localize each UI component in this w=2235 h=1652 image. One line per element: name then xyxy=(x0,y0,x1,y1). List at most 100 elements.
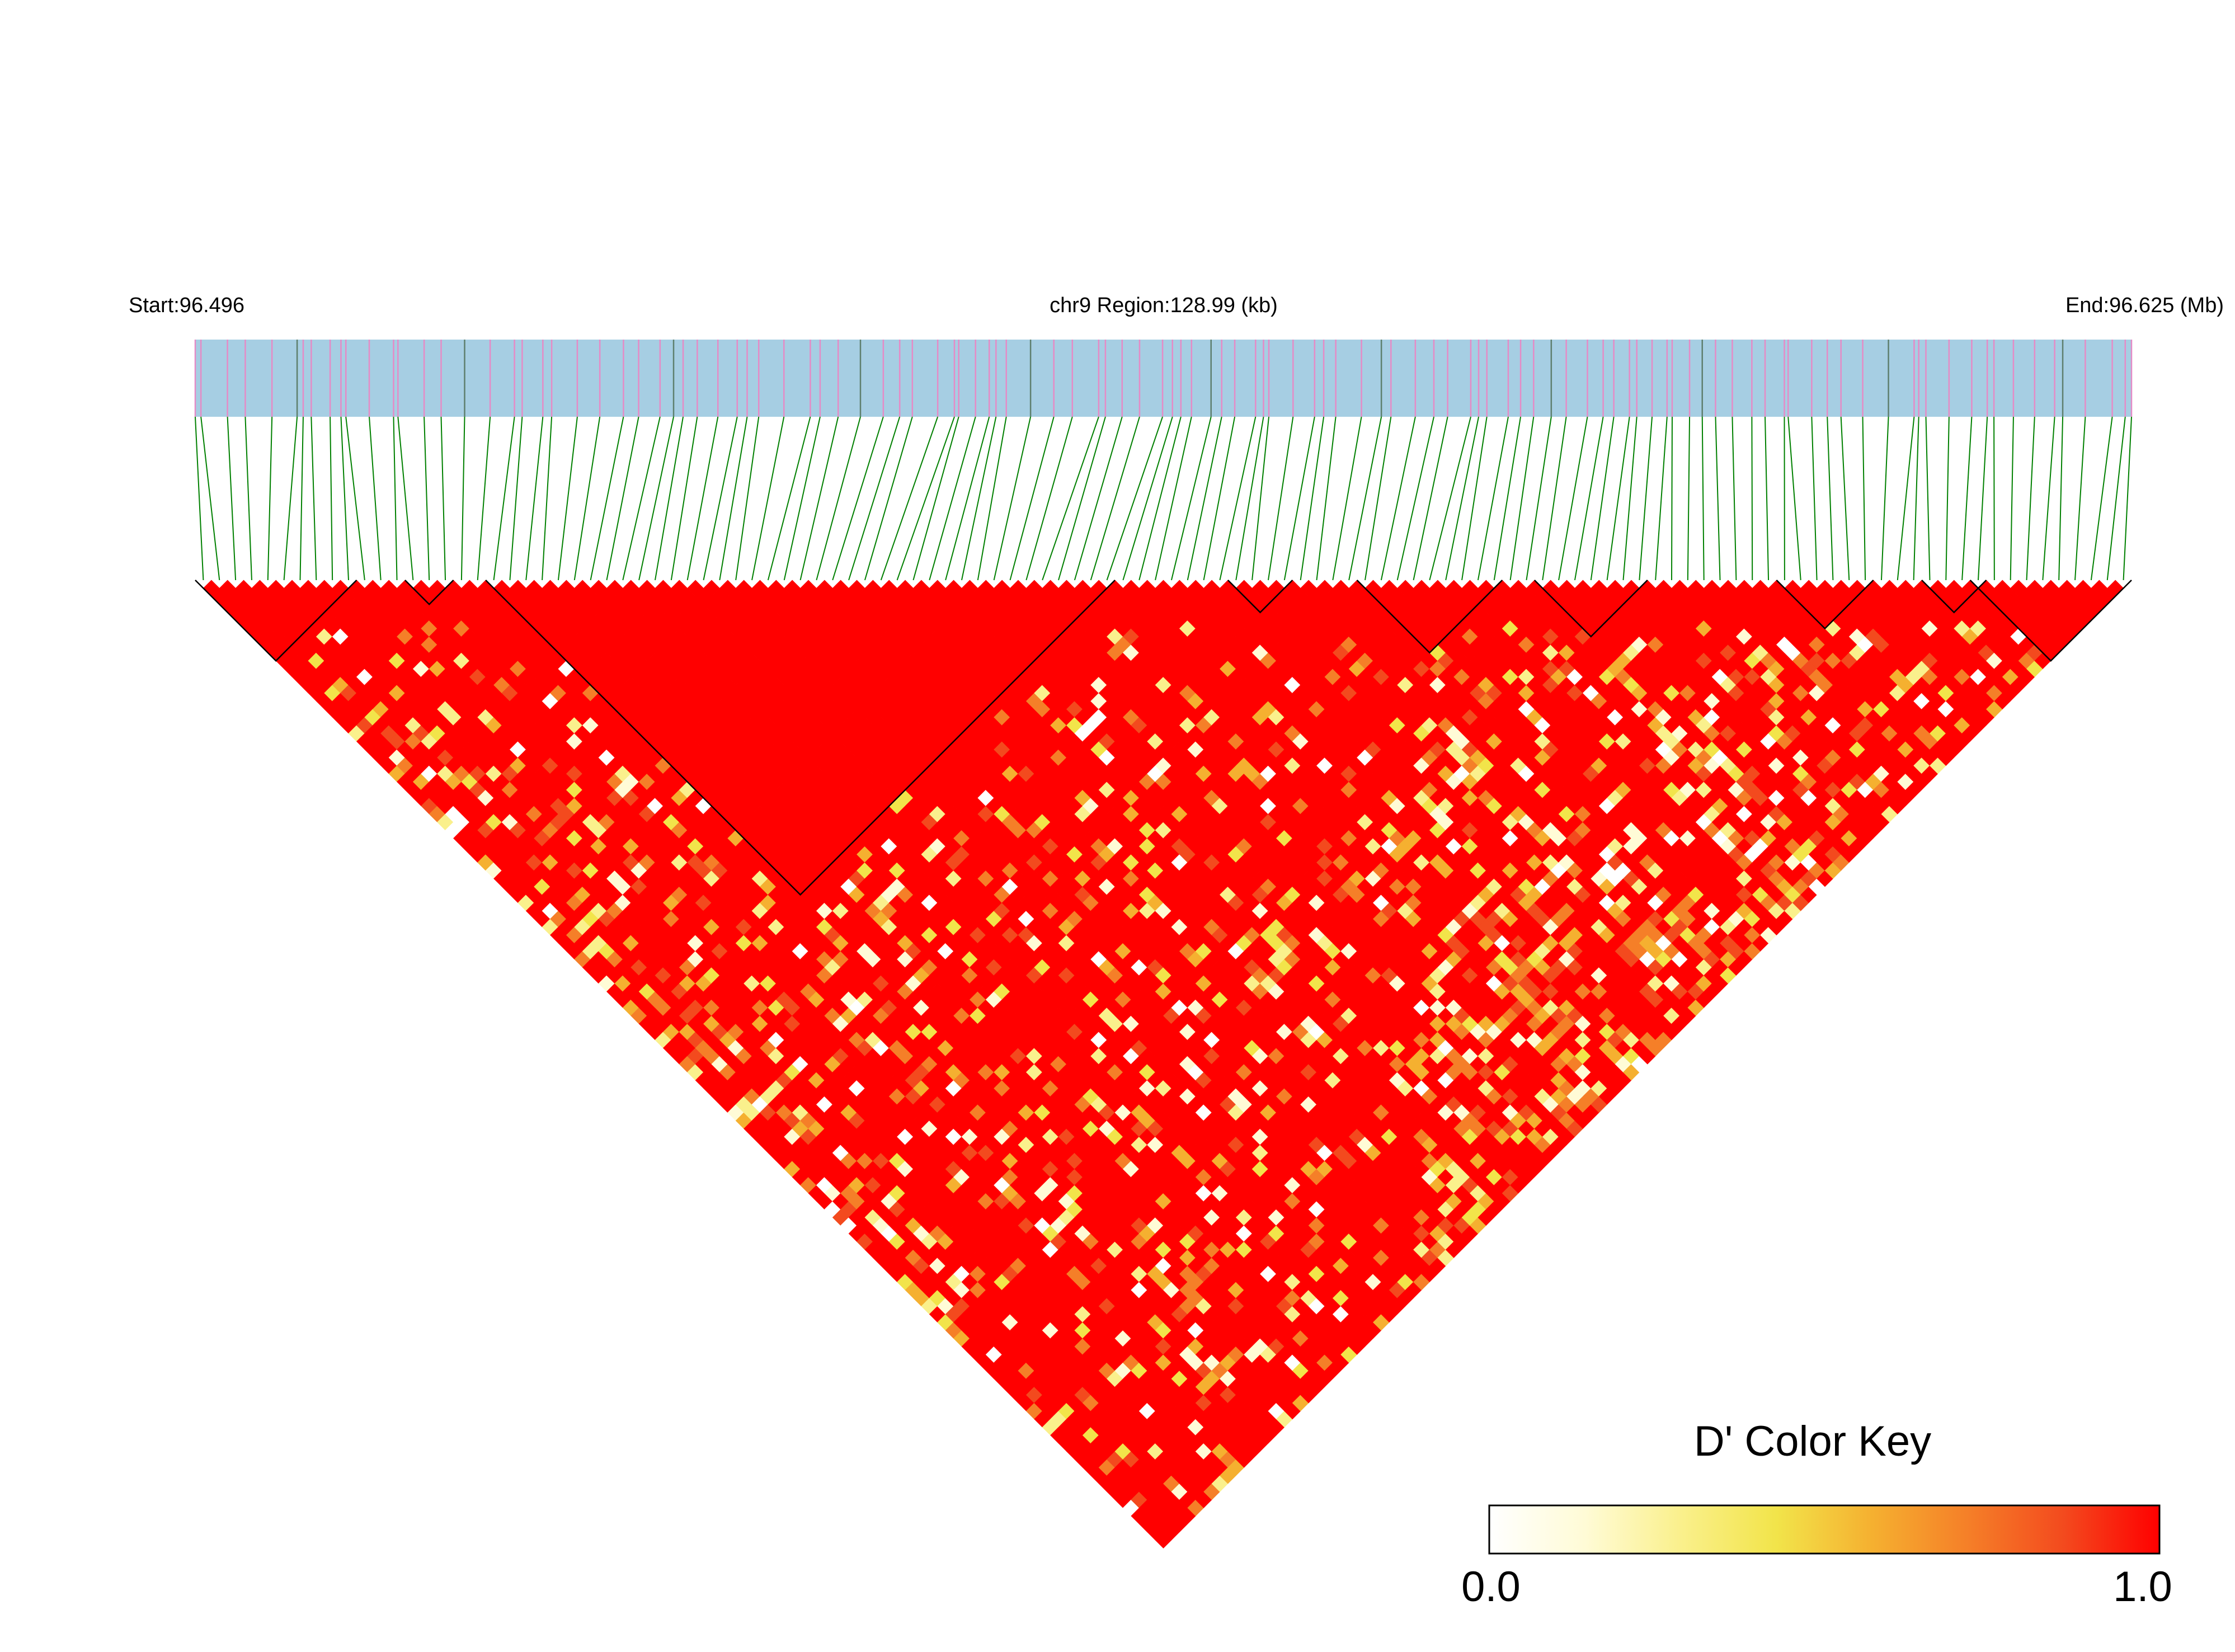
snp-connector xyxy=(1574,416,1604,581)
snp-connector xyxy=(424,416,430,581)
snp-connector xyxy=(1961,416,1973,581)
snp-connector xyxy=(912,416,959,581)
snp-connector xyxy=(832,416,884,581)
snp-connector xyxy=(1203,416,1236,581)
snp-connector xyxy=(493,416,515,581)
snp-connector xyxy=(330,416,333,581)
snp-connector xyxy=(267,416,273,581)
snp-connector xyxy=(1787,416,1801,581)
snp-connector xyxy=(1461,416,1488,581)
snp-connector xyxy=(1316,416,1337,581)
snp-connector xyxy=(397,416,414,581)
snp-connector xyxy=(751,416,785,581)
snp-connector xyxy=(509,416,523,581)
snp-connector xyxy=(622,416,661,581)
snp-connector xyxy=(1170,416,1212,581)
snp-connector xyxy=(1429,416,1471,581)
snp-connector xyxy=(2026,416,2035,581)
snp-connector xyxy=(1138,416,1182,581)
snp-connector xyxy=(1042,416,1099,581)
snp-connector xyxy=(1396,416,1434,581)
snp-connector xyxy=(703,416,738,581)
snp-connector xyxy=(1364,416,1392,581)
snp-connector xyxy=(880,416,939,581)
snp-connector xyxy=(1687,416,1691,581)
snp-connector xyxy=(606,416,639,581)
snp-connector xyxy=(1840,416,1850,581)
snp-connector xyxy=(1332,416,1362,581)
snp-connector xyxy=(1155,416,1192,581)
snp-connector xyxy=(1897,416,1915,581)
snp-connector xyxy=(767,416,811,581)
snp-connector xyxy=(200,416,220,581)
snp-connector xyxy=(1913,416,1919,581)
snp-connector xyxy=(719,416,748,581)
snp-connector xyxy=(440,416,446,581)
snp-connector xyxy=(1925,416,1931,581)
snp-connector xyxy=(1235,416,1264,581)
snp-connector xyxy=(993,416,1032,581)
snp-connector xyxy=(1348,416,1382,581)
snp-connector xyxy=(816,416,861,581)
snp-connector xyxy=(896,416,955,581)
snp-connector xyxy=(735,416,760,581)
snp-connector xyxy=(864,416,913,581)
snp-connector xyxy=(1106,416,1163,581)
snp-connector xyxy=(369,416,382,581)
snp-connector xyxy=(1655,416,1668,581)
snp-connector xyxy=(1622,416,1638,581)
snp-connector xyxy=(1251,416,1270,581)
snp-connector xyxy=(1074,416,1123,581)
snp-connector xyxy=(1267,416,1294,581)
chart-title: chr9 Region:128.99 (kb) xyxy=(1050,294,1278,317)
snp-connector xyxy=(848,416,901,581)
snp-connector xyxy=(1380,416,1416,581)
snp-connector xyxy=(1058,416,1106,581)
snp-connector xyxy=(244,416,252,581)
snp-connector xyxy=(1765,416,1770,581)
snp-connector xyxy=(2058,416,2064,581)
snp-connector xyxy=(195,416,204,581)
snp-connector xyxy=(2042,416,2055,581)
snp-connector xyxy=(1862,416,1866,581)
end-label: End:96.625 (Mb) xyxy=(2065,294,2224,317)
snp-connector xyxy=(686,416,719,581)
snp-connector xyxy=(1978,416,1988,581)
snp-connector xyxy=(1025,416,1073,581)
snp-connector xyxy=(283,416,298,581)
snp-connector xyxy=(460,416,465,581)
snp-connector xyxy=(1731,416,1737,581)
snp-connector xyxy=(1413,416,1448,581)
snp-connector xyxy=(655,416,684,581)
snp-connector xyxy=(227,416,237,581)
snp-connector xyxy=(542,416,553,581)
snp-connector xyxy=(2074,416,2086,581)
snp-connector xyxy=(1542,416,1567,581)
snp-connector xyxy=(345,416,365,581)
snp-connector xyxy=(1477,416,1509,581)
snp-connector xyxy=(2090,416,2113,581)
snp-connector xyxy=(557,416,578,581)
snp-connector-lines xyxy=(195,416,2132,581)
snp-connector xyxy=(1811,416,1818,581)
snp-connector xyxy=(1219,416,1257,581)
snp-connector xyxy=(1509,416,1535,581)
snp-connector xyxy=(977,416,1007,581)
snp-connector xyxy=(1493,416,1522,581)
snp-connector xyxy=(1827,416,1834,581)
snp-connector xyxy=(310,416,317,581)
snp-connector xyxy=(945,416,990,581)
snp-connector xyxy=(1009,416,1055,581)
snp-connector xyxy=(1526,416,1552,581)
snp-connector xyxy=(799,416,839,581)
snp-connector xyxy=(299,416,304,581)
snp-connector xyxy=(2123,416,2132,581)
snp-connector xyxy=(929,416,976,581)
snp-connector xyxy=(2010,416,2014,581)
snp-connector xyxy=(525,416,544,581)
snp-connector xyxy=(1945,416,1950,581)
snp-connector xyxy=(1283,416,1315,581)
start-label: Start:96.496 xyxy=(129,294,244,317)
snp-connector xyxy=(1701,416,1705,581)
